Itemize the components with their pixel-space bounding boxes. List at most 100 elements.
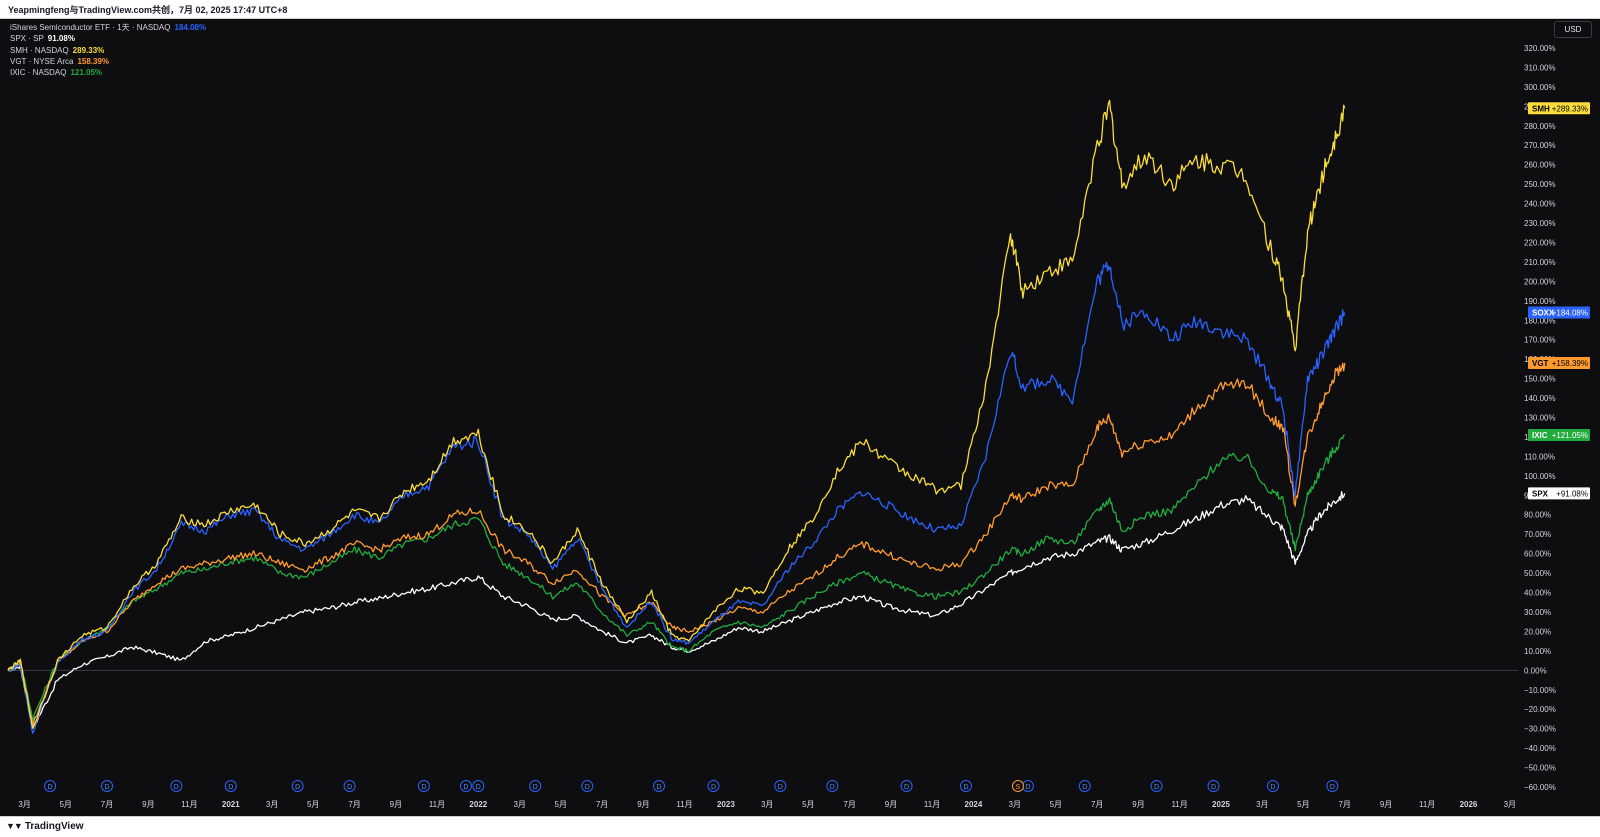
legend-item[interactable]: IXIC · NASDAQ 121.05% — [10, 67, 206, 78]
x-tick-label: 7月 — [843, 800, 855, 809]
dividend-marker[interactable]: D — [653, 780, 666, 792]
y-tick-label: 320.00% — [1524, 44, 1556, 53]
x-tick-label: 11月 — [924, 800, 940, 809]
dividend-marker-label: D — [657, 784, 662, 791]
x-tick-label: 5月 — [1050, 800, 1062, 809]
dividend-marker[interactable]: D — [343, 780, 356, 792]
x-tick-label: 2026 — [1460, 800, 1478, 809]
x-tick-label: 2023 — [717, 800, 735, 809]
legend-value: 91.08% — [47, 34, 75, 44]
dividend-marker-circle — [101, 780, 114, 792]
dividend-marker[interactable]: D — [1266, 780, 1279, 792]
dividend-marker[interactable]: D — [472, 780, 485, 792]
y-tick-label: −20.00% — [1524, 705, 1556, 714]
series-end-label-name: IXIC — [1532, 431, 1548, 440]
dividend-marker[interactable]: D — [1021, 780, 1034, 792]
x-tick-label: 9月 — [885, 800, 897, 809]
y-tick-label: 200.00% — [1524, 277, 1556, 286]
tradingview-logo-icon: ▼▼ — [6, 821, 23, 831]
dividend-marker-circle — [343, 780, 356, 792]
x-tick-label: 9月 — [637, 800, 649, 809]
x-tick-label: 9月 — [142, 800, 154, 809]
series-end-label-name: SMH — [1532, 104, 1550, 113]
dividend-marker[interactable]: D — [44, 780, 57, 792]
y-tick-label: −30.00% — [1524, 725, 1556, 734]
series-line-soxx — [7, 261, 1346, 734]
dividend-marker-label: D — [295, 784, 300, 791]
dividend-marker-label: D — [476, 784, 481, 791]
series-end-label-name: SPX — [1532, 489, 1549, 498]
series-end-label-smh: SMH +289.33% — [1528, 102, 1590, 115]
y-tick-label: 50.00% — [1524, 569, 1551, 578]
y-tick-label: 110.00% — [1524, 452, 1555, 461]
dividend-marker-label: D — [421, 784, 426, 791]
dividend-marker-label: D — [174, 784, 179, 791]
dividend-marker[interactable]: D — [581, 780, 594, 792]
currency-button[interactable]: USD — [1554, 21, 1592, 38]
dividend-marker[interactable]: D — [959, 780, 972, 792]
split-marker-circle — [1011, 780, 1024, 792]
dividend-marker[interactable]: D — [529, 780, 542, 792]
dividend-marker-circle — [529, 780, 542, 792]
x-tick-label: 5月 — [802, 800, 814, 809]
legend-value: 184.08% — [174, 23, 207, 32]
dividend-marker-label: D — [830, 784, 835, 791]
split-marker[interactable]: S — [1011, 780, 1024, 792]
dividend-marker[interactable]: D — [774, 780, 787, 792]
dividend-marker-circle — [774, 780, 787, 792]
dividend-marker-label: D — [228, 784, 233, 791]
legend-value: 289.33% — [72, 45, 105, 55]
dividend-marker-label: D — [585, 784, 590, 791]
dividend-marker-label: D — [778, 784, 783, 791]
split-marker-label: S — [1016, 784, 1021, 791]
y-tick-label: 280.00% — [1524, 122, 1556, 131]
y-tick-label: 60.00% — [1524, 550, 1551, 559]
dividend-marker-label: D — [1211, 784, 1216, 791]
x-tick-label: 11月 — [429, 800, 445, 809]
dividend-marker[interactable]: D — [170, 780, 183, 792]
y-tick-label: 190.00% — [1524, 297, 1556, 306]
dividend-marker[interactable]: D — [707, 780, 720, 792]
x-tick-label: 3月 — [513, 800, 525, 809]
legend-item[interactable]: iShares Semiconductor ETF · 1天 · NASDAQ 1… — [10, 22, 206, 33]
legend-item[interactable]: SMH · NASDAQ 289.33% — [10, 45, 206, 56]
dividend-marker-label: D — [1330, 784, 1335, 791]
x-tick-label: 9月 — [390, 800, 402, 809]
x-tick-label: 3月 — [18, 800, 30, 809]
dividend-marker-circle — [224, 780, 237, 792]
series-end-label-ixic: IXIC +121.05% — [1528, 429, 1590, 442]
tradingview-brand[interactable]: ▼▼ TradingView — [6, 821, 84, 832]
y-tick-label: 270.00% — [1524, 141, 1556, 150]
x-tick-label: 2024 — [965, 800, 983, 809]
dividend-marker[interactable]: D — [1078, 780, 1091, 792]
dividend-marker[interactable]: D — [417, 780, 430, 792]
y-tick-label: 310.00% — [1524, 63, 1556, 72]
dividend-marker[interactable]: D — [1207, 780, 1220, 792]
dividend-marker[interactable]: D — [1150, 780, 1163, 792]
series-end-label-bg — [1528, 306, 1590, 319]
dividend-marker-label: D — [463, 784, 468, 791]
header-title: Yeapmingfeng与TradingView.com共创，7月 02, 20… — [8, 5, 288, 15]
dividend-marker-label: D — [1154, 784, 1159, 791]
dividend-marker[interactable]: D — [1326, 780, 1339, 792]
legend-item[interactable]: VGT · NYSE Arca 158.39% — [10, 56, 206, 67]
series-end-label-value: +158.39% — [1552, 359, 1588, 368]
dividend-marker[interactable]: D — [291, 780, 304, 792]
y-tick-label: −10.00% — [1524, 686, 1556, 695]
dividend-marker[interactable]: D — [224, 780, 237, 792]
dividend-marker-label: D — [1025, 784, 1030, 791]
dividend-marker-label: D — [104, 784, 109, 791]
x-tick-label: 7月 — [1338, 800, 1350, 809]
dividend-marker[interactable]: D — [459, 780, 472, 792]
y-tick-label: 230.00% — [1524, 219, 1556, 228]
x-tick-label: 5月 — [1297, 800, 1309, 809]
dividend-marker-circle — [900, 780, 913, 792]
dividend-marker-circle — [826, 780, 839, 792]
series-line-spx — [7, 490, 1346, 728]
x-tick-label: 11月 — [1419, 800, 1435, 809]
legend-item[interactable]: SPX · SP 91.08% — [10, 33, 206, 44]
dividend-marker[interactable]: D — [826, 780, 839, 792]
dividend-marker-circle — [653, 780, 666, 792]
dividend-marker[interactable]: D — [101, 780, 114, 792]
dividend-marker[interactable]: D — [900, 780, 913, 792]
